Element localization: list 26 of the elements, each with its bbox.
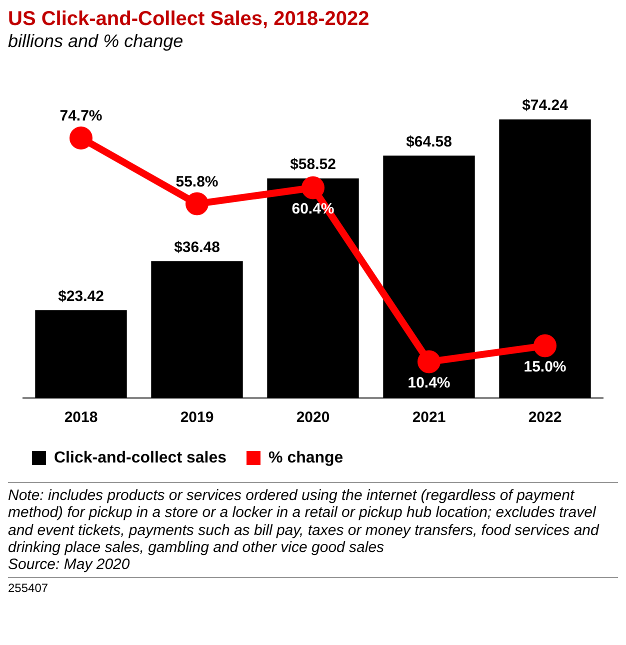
data-label: 10.4% xyxy=(408,374,450,392)
x-tick-label: 2021 xyxy=(412,409,446,426)
source-note: Source: May 2020 xyxy=(8,556,131,574)
x-tick-label: 2019 xyxy=(180,409,214,426)
point xyxy=(70,126,92,150)
data-label: 15.0% xyxy=(524,358,566,376)
point xyxy=(418,350,440,374)
x-tick-label: 2018 xyxy=(64,409,98,426)
data-label: $58.52 xyxy=(290,156,336,174)
legend-label: % change xyxy=(268,449,344,466)
chart-title: US Click-and-Collect Sales, 2018-2022 xyxy=(8,8,370,31)
legend-label: Click-and-collect sales xyxy=(54,449,227,466)
data-label: 55.8% xyxy=(176,173,218,190)
data-label: $74.24 xyxy=(522,97,569,114)
text: 255407 xyxy=(8,577,618,596)
point xyxy=(186,192,208,216)
point xyxy=(302,176,324,200)
x-tick-label: 2022 xyxy=(528,409,562,426)
data-label: 74.7% xyxy=(60,108,102,125)
chart-subtitle: billions and % change xyxy=(8,31,184,52)
data-label: $64.58 xyxy=(406,133,452,150)
data-label: $36.48 xyxy=(174,238,220,256)
x-tick-label: 2020 xyxy=(296,409,330,426)
data-label: $23.42 xyxy=(58,288,104,305)
text: Note: includes products or services ordered using the internet (regardless of payment method) for pickup in a store or a locker in a retail or pickup hub location; excludes travel and event tickets, payments such as bill pay, taxes or money transfers, food services and drinking place sales, gambling and other vice good sales xyxy=(8,487,600,556)
point xyxy=(534,334,556,358)
